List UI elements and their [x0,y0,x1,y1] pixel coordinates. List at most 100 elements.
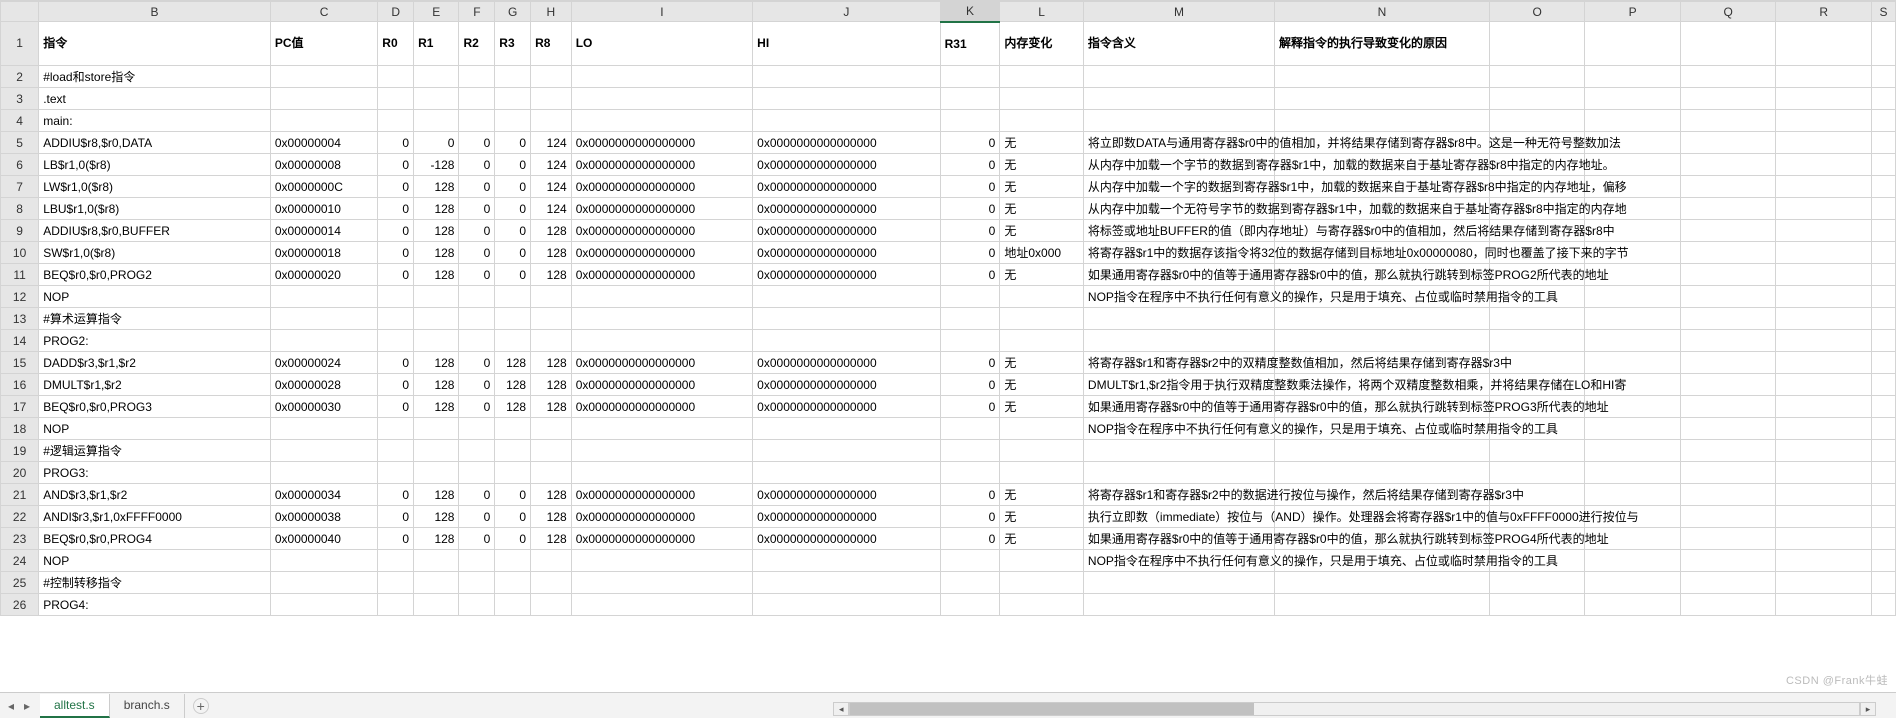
row-header[interactable]: 18 [1,418,39,440]
cell[interactable]: 0x0000000000000000 [753,528,940,550]
cell[interactable] [459,572,495,594]
column-header-S[interactable]: S [1871,2,1895,22]
cell[interactable]: 0x0000000000000000 [753,352,940,374]
scroll-right-button[interactable]: ▸ [1860,702,1876,716]
cell[interactable]: 0x0000000000000000 [753,132,940,154]
cell[interactable] [571,462,752,484]
cell[interactable]: 0x0000000000000000 [571,198,752,220]
cell[interactable] [753,550,940,572]
cell[interactable] [1776,462,1872,484]
cell[interactable] [1000,572,1084,594]
cell[interactable]: LB$r1,0($r8) [39,154,271,176]
cell[interactable] [531,308,572,330]
cell[interactable]: 0 [378,220,414,242]
cell[interactable]: 0 [940,132,1000,154]
cell[interactable] [1871,330,1895,352]
cell[interactable] [1871,264,1895,286]
column-header-row[interactable]: BCDEFGHIJKLMNOPQRS [1,2,1896,22]
cell[interactable]: 128 [531,396,572,418]
cell[interactable]: 0x0000000000000000 [571,484,752,506]
cell[interactable]: 从内存中加载一个字的数据到寄存器$r1中，加载的数据来自于基址寄存器$r8中指定… [1083,176,1274,198]
row-header[interactable]: 13 [1,308,39,330]
cell[interactable] [531,286,572,308]
header-cell[interactable] [1680,22,1776,66]
cell[interactable] [1871,242,1895,264]
cell[interactable] [1489,110,1585,132]
cell[interactable]: 0 [495,264,531,286]
column-header-F[interactable]: F [459,2,495,22]
cell[interactable] [1489,308,1585,330]
add-sheet-button[interactable]: + [193,698,209,714]
cell[interactable] [1776,330,1872,352]
cell[interactable]: NOP指令在程序中不执行任何有意义的操作，只是用于填充、占位或临时禁用指令的工具 [1083,550,1274,572]
cell[interactable] [753,572,940,594]
cell[interactable] [940,330,1000,352]
cell[interactable]: 0 [378,528,414,550]
cell[interactable]: 0 [459,506,495,528]
cell[interactable]: 124 [531,154,572,176]
header-cell[interactable]: 内存变化 [1000,22,1084,66]
cell[interactable] [1585,88,1681,110]
cell[interactable] [531,330,572,352]
cell[interactable] [270,88,377,110]
row-header[interactable]: 25 [1,572,39,594]
cell[interactable] [1680,418,1776,440]
cell[interactable]: 0x00000010 [270,198,377,220]
cell[interactable]: 0 [378,374,414,396]
cell[interactable]: DMULT$r1,$r2指令用于执行双精度整数乘法操作，将两个双精度整数相乘，并… [1083,374,1274,396]
cell[interactable] [378,418,414,440]
cell[interactable]: PROG4: [39,594,271,616]
cell[interactable] [1776,286,1872,308]
cell[interactable]: 0 [459,198,495,220]
cell[interactable] [1871,220,1895,242]
cell[interactable] [378,66,414,88]
cell[interactable]: BEQ$r0,$r0,PROG4 [39,528,271,550]
cell[interactable]: 0 [940,506,1000,528]
cell[interactable] [270,66,377,88]
cell[interactable] [414,550,459,572]
header-cell[interactable] [1585,22,1681,66]
cell[interactable] [1489,330,1585,352]
cell[interactable]: ANDI$r3,$r1,0xFFFF0000 [39,506,271,528]
cell[interactable]: 0x00000034 [270,484,377,506]
header-cell[interactable]: 解释指令的执行导致变化的原因 [1274,22,1489,66]
cell[interactable]: NOP [39,286,271,308]
cell[interactable]: LW$r1,0($r8) [39,176,271,198]
cell[interactable]: 0x00000040 [270,528,377,550]
cell[interactable] [378,330,414,352]
header-cell[interactable]: 指令 [39,22,271,66]
cell[interactable] [1776,440,1872,462]
cell[interactable] [1776,110,1872,132]
cell[interactable] [1680,198,1776,220]
cell[interactable] [1585,484,1681,506]
cell[interactable]: 0x00000038 [270,506,377,528]
cell[interactable] [459,418,495,440]
cell[interactable] [378,308,414,330]
row-header[interactable]: 5 [1,132,39,154]
cell[interactable]: 128 [531,374,572,396]
cell[interactable] [1000,550,1084,572]
cell[interactable]: 0 [378,198,414,220]
row-header[interactable]: 16 [1,374,39,396]
cell[interactable] [378,594,414,616]
scroll-left-button[interactable]: ◂ [833,702,849,716]
cell[interactable] [414,286,459,308]
cell[interactable] [1274,462,1489,484]
cell[interactable] [1871,550,1895,572]
cell[interactable] [571,308,752,330]
cell[interactable] [270,418,377,440]
cell[interactable] [270,594,377,616]
cell[interactable]: 128 [414,264,459,286]
column-header-N[interactable]: N [1274,2,1489,22]
cell[interactable] [1585,66,1681,88]
header-cell[interactable]: R0 [378,22,414,66]
row-header[interactable]: 11 [1,264,39,286]
cell[interactable]: 无 [1000,154,1084,176]
cell[interactable] [1680,308,1776,330]
cell[interactable]: 128 [531,242,572,264]
cell[interactable] [1680,572,1776,594]
cell[interactable] [270,110,377,132]
cell[interactable]: 0 [414,132,459,154]
cell[interactable] [1776,154,1872,176]
cell[interactable] [1000,440,1084,462]
